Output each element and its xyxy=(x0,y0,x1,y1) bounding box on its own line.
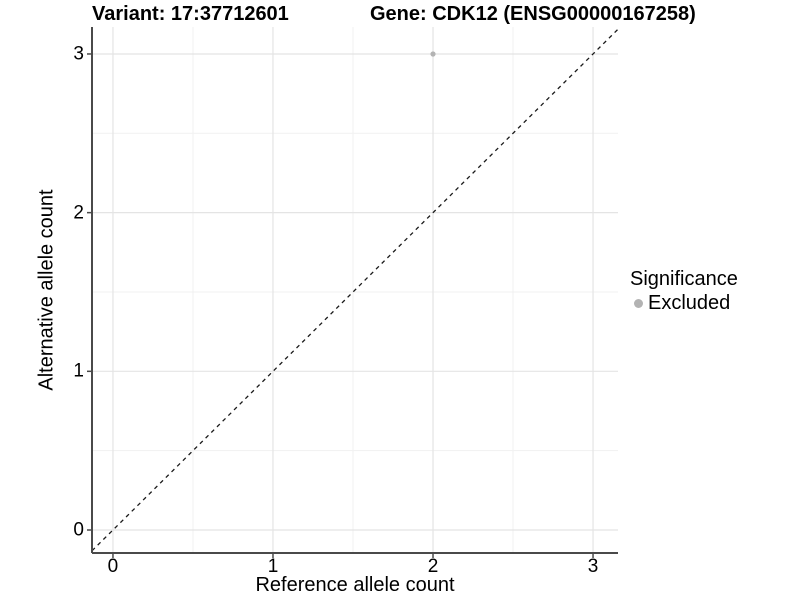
x-tick-label: 2 xyxy=(427,556,439,577)
x-axis-title: Reference allele count xyxy=(255,574,455,596)
plot-panel xyxy=(87,27,619,558)
plot-area-svg xyxy=(87,27,619,558)
identity-dashed-line xyxy=(91,28,619,552)
legend-entry-excluded: Excluded xyxy=(630,292,738,314)
y-tick-label: 3 xyxy=(73,43,84,65)
excluded-point-icon xyxy=(634,298,643,308)
x-tick-label: 1 xyxy=(267,556,279,577)
y-tick-label: 1 xyxy=(73,360,84,382)
y-tick-label: 0 xyxy=(73,519,84,541)
x-tick-label: 3 xyxy=(587,556,599,577)
variant-title: Variant: 17:37712601 xyxy=(92,3,289,25)
legend: Significance Excluded xyxy=(630,268,738,314)
legend-title: Significance xyxy=(630,268,738,290)
y-axis-title: Alternative allele count xyxy=(35,189,58,391)
y-tick-label: 2 xyxy=(73,202,84,224)
legend-entry-label: Excluded xyxy=(648,292,731,314)
data-point xyxy=(430,51,436,57)
x-tick-label: 0 xyxy=(107,556,119,577)
gene-title: Gene: CDK12 (ENSG00000167258) xyxy=(370,3,696,25)
